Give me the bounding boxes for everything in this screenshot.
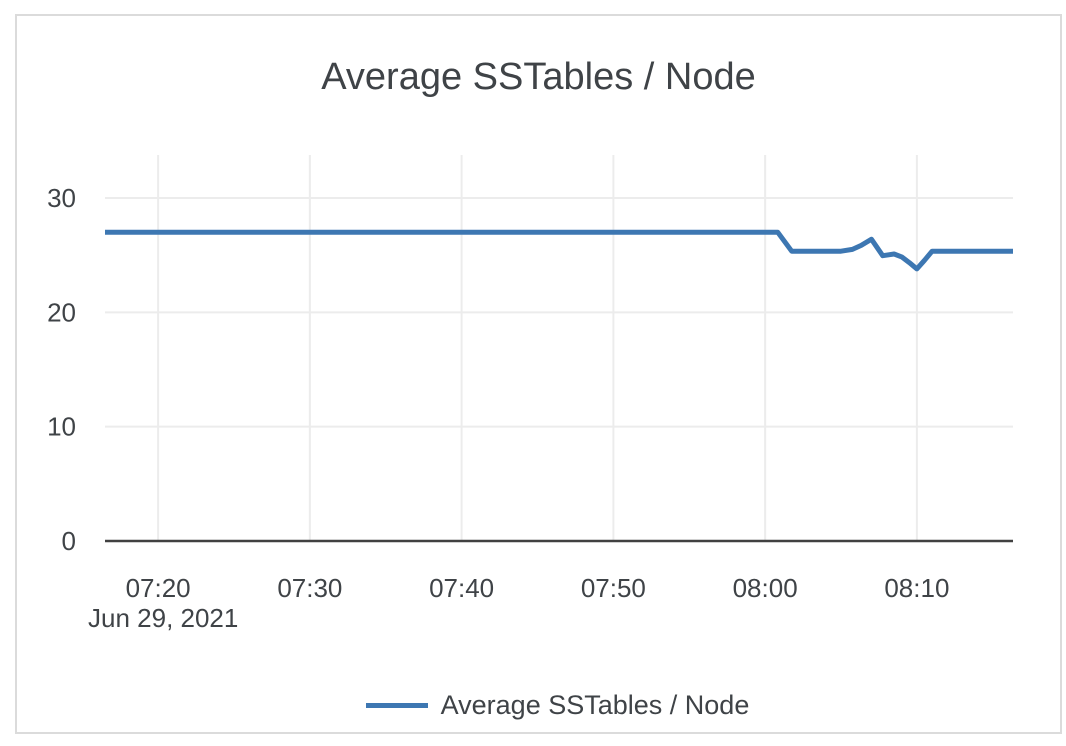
x-tick-label: 07:40 (429, 573, 494, 603)
series-line (105, 229, 1013, 272)
x-tick-label: 07:50 (581, 573, 646, 603)
y-tick-label: 0 (62, 526, 76, 556)
x-tick-label: 07:30 (277, 573, 342, 603)
chart-title: Average SSTables / Node (321, 56, 756, 98)
legend-label: Average SSTables / Node (440, 689, 750, 720)
legend-item[interactable]: Average SSTables / Node (365, 689, 750, 721)
chart-plot-area: 07:20 07:30 07:40 07:50 08:00 08:10 0 10 20 30 Jun… (47, 155, 1013, 633)
y-tick-label: 30 (47, 183, 76, 213)
chart-card: Average SSTables / Node 07:20 07:30 07:40 0… (15, 14, 1062, 734)
legend-line-swatch (365, 702, 428, 708)
y-tick-label: 10 (47, 412, 76, 442)
y-tick-label: 20 (47, 297, 76, 327)
x-tick-label: 08:10 (884, 573, 949, 603)
chart-legend: Average SSTables / Node (36, 688, 1066, 722)
x-axis-date-label: Jun 29, 2021 (88, 603, 238, 633)
x-tick-label: 08:00 (733, 573, 798, 603)
x-tick-label: 07:20 (126, 573, 191, 603)
